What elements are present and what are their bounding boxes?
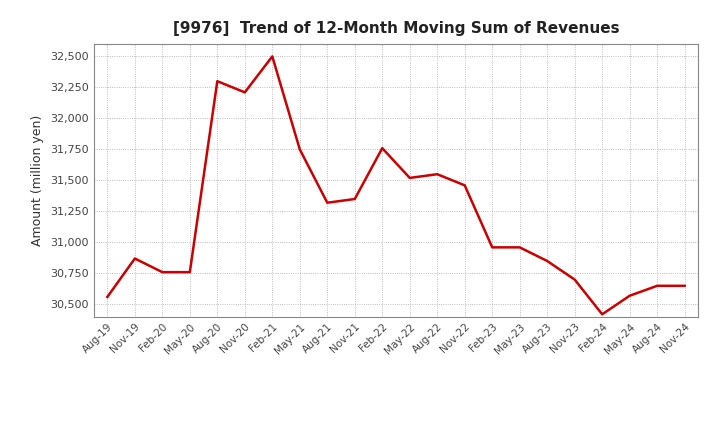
Title: [9976]  Trend of 12-Month Moving Sum of Revenues: [9976] Trend of 12-Month Moving Sum of R… — [173, 21, 619, 36]
Y-axis label: Amount (million yen): Amount (million yen) — [32, 115, 45, 246]
